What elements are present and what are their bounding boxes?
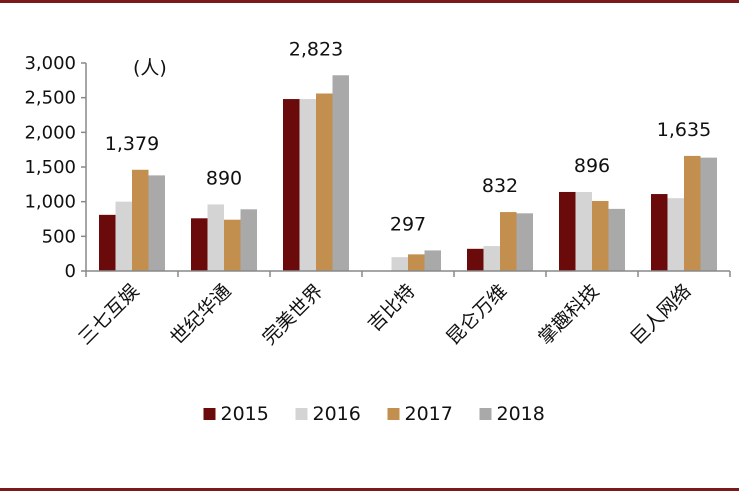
bar-2018 <box>424 250 441 271</box>
top-rule <box>0 0 739 3</box>
x-tick-label: 巨人网络 <box>626 280 695 349</box>
legend-label: 2018 <box>497 403 545 425</box>
y-tick-label: 1,000 <box>24 192 76 213</box>
y-tick-label: 0 <box>65 261 76 282</box>
bar-2015 <box>191 218 208 271</box>
unit-label: (人) <box>133 57 167 79</box>
legend-label: 2016 <box>313 403 361 425</box>
bar-2018 <box>240 209 257 271</box>
bar-2018 <box>700 157 717 271</box>
data-label: 297 <box>390 213 426 235</box>
bar-2018 <box>516 213 533 271</box>
bar-2015 <box>559 191 576 271</box>
x-tick-label: 吉比特 <box>364 280 420 336</box>
bar-2015 <box>467 248 484 271</box>
bar-group <box>99 75 717 271</box>
x-tick-label: 昆仑万维 <box>442 280 511 349</box>
y-tick-label: 1,500 <box>24 157 76 178</box>
bar-2017 <box>500 212 517 271</box>
data-label: 832 <box>482 175 518 197</box>
legend-swatch-2018 <box>479 408 492 420</box>
bar-2017 <box>316 93 333 271</box>
x-axis: 三七互娱 世纪华通 完美世界 吉比特 昆仑万维 掌趣科技 巨人网络 <box>74 270 731 349</box>
x-tick-label: 三七互娱 <box>74 280 143 349</box>
x-tick-label: 完美世界 <box>258 280 327 349</box>
data-labels: 1,379 890 2,823 297 832 896 1,635 <box>105 38 711 235</box>
legend-label: 2015 <box>221 403 269 425</box>
y-tick-label: 2,500 <box>24 88 76 109</box>
legend-swatch-2015 <box>203 408 216 420</box>
bar-2015 <box>283 99 300 271</box>
bar-2016 <box>575 191 592 271</box>
bar-2016 <box>667 198 684 271</box>
bottom-rule <box>0 488 739 491</box>
bar-2017 <box>592 200 609 271</box>
bar-2018 <box>148 175 165 271</box>
bar-2016 <box>391 257 408 271</box>
bar-2016 <box>299 99 316 271</box>
legend: 2015 2016 2017 2018 <box>203 403 545 425</box>
y-tick-label: 3,000 <box>24 53 76 74</box>
x-tick-label: 世纪华通 <box>166 280 235 349</box>
bar-2015 <box>651 194 668 271</box>
bar-2018 <box>608 208 625 271</box>
bar-2017 <box>224 219 241 271</box>
data-label: 2,823 <box>289 38 343 60</box>
legend-swatch-2017 <box>387 408 400 420</box>
data-label: 890 <box>206 167 242 189</box>
bar-2018 <box>332 75 349 271</box>
legend-label: 2017 <box>405 403 453 425</box>
bar-2016 <box>115 201 132 271</box>
data-label: 1,379 <box>105 133 159 155</box>
y-axis: 0 500 1,000 1,500 2,000 2,500 3,000 <box>24 53 87 282</box>
data-label: 1,635 <box>657 119 711 141</box>
bar-2017 <box>408 254 425 271</box>
bar-2015 <box>99 214 116 271</box>
y-tick-label: 2,000 <box>24 122 76 143</box>
x-tick-label: 掌趣科技 <box>534 280 603 349</box>
bar-2017 <box>132 169 149 271</box>
legend-swatch-2016 <box>295 408 308 420</box>
data-label: 896 <box>574 155 610 177</box>
y-tick-label: 500 <box>42 226 76 247</box>
bar-2017 <box>684 155 701 271</box>
bar-2016 <box>483 246 500 271</box>
bar-2016 <box>207 204 224 271</box>
